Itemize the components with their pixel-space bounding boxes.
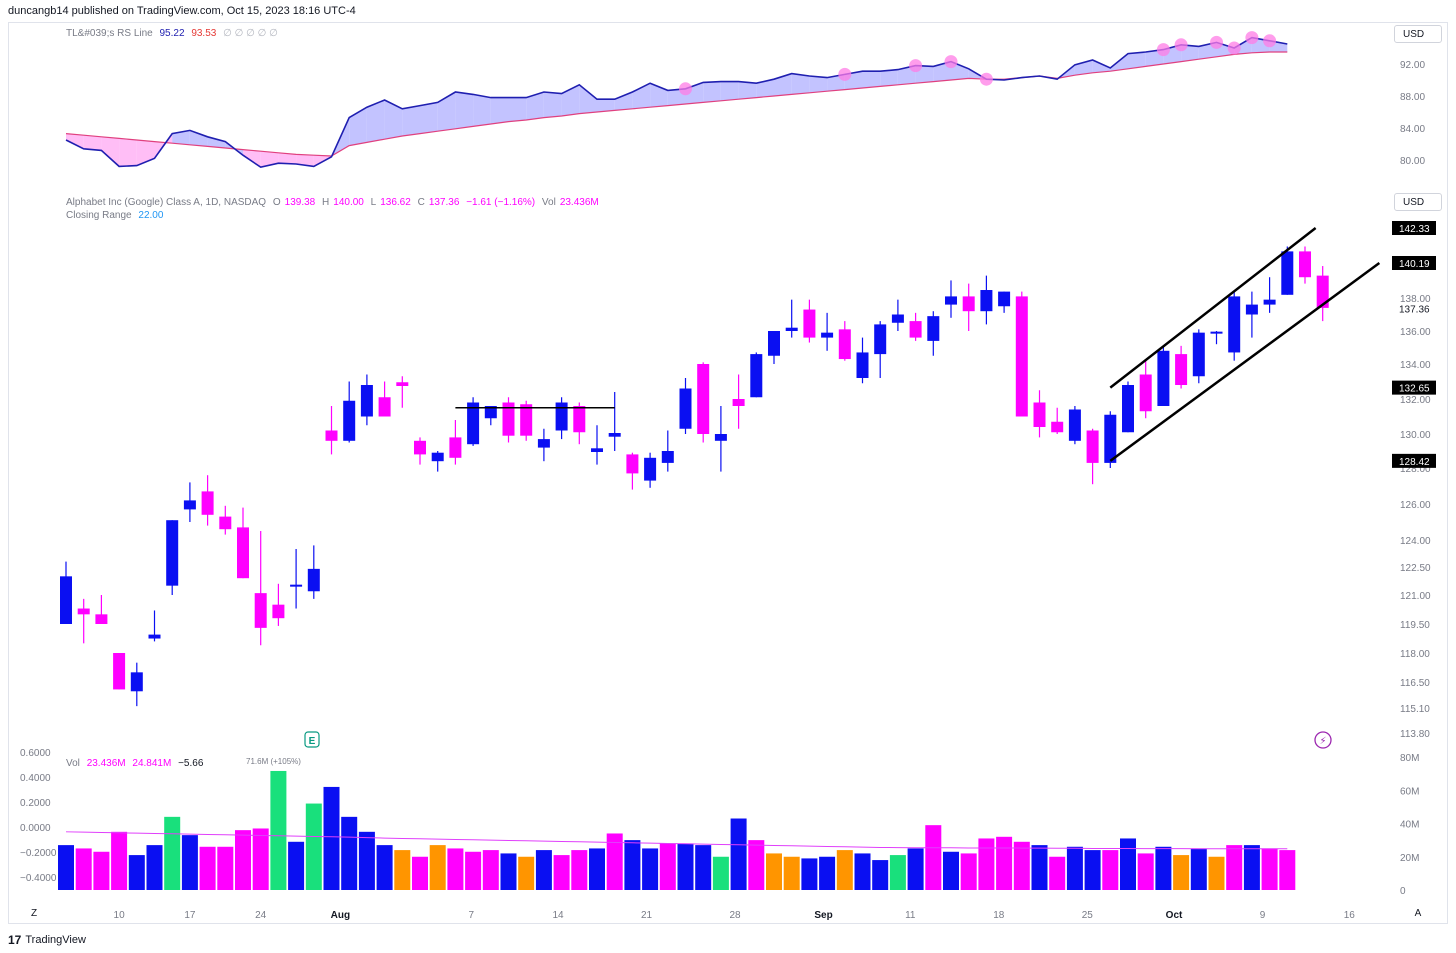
footer-brand: TradingView xyxy=(25,934,86,946)
chart-frame xyxy=(8,22,1448,924)
close-label: C xyxy=(417,197,425,208)
rs-legend: TL&#039;s RS Line 95.22 93.53 ∅ ∅ ∅ ∅ ∅ xyxy=(66,28,282,39)
vol-legend-value-1: 23.436M xyxy=(86,758,126,769)
open-label: O xyxy=(272,197,281,208)
volume-legend: Vol 23.436M 24.841M −5.66 xyxy=(66,758,207,769)
high-value: 140.00 xyxy=(333,197,364,208)
rs-legend-value-1: 95.22 xyxy=(159,28,185,39)
low-value: 136.62 xyxy=(380,197,411,208)
volume-spike-note: 71.6M (+105%) xyxy=(246,757,301,766)
publish-info: duncangb14 published on TradingView.com,… xyxy=(8,5,356,17)
rs-currency-button[interactable]: USD xyxy=(1394,25,1442,43)
vol-legend-value-3: −5.66 xyxy=(178,758,204,769)
vol-legend-value-2: 24.841M xyxy=(132,758,172,769)
zoom-corner-button[interactable]: Z xyxy=(30,908,38,919)
vol-label: Vol xyxy=(541,197,556,208)
change-value: −1.61 (−1.16%) xyxy=(466,197,536,208)
tradingview-logo-icon: 17 xyxy=(8,933,22,947)
closing-range-value: 22.00 xyxy=(138,210,164,221)
auto-scale-button[interactable]: A xyxy=(1414,908,1422,919)
price-legend-title: Alphabet Inc (Google) Class A, 1D, NASDA… xyxy=(66,197,267,208)
footer: 17 TradingView xyxy=(8,933,86,947)
rs-legend-name: TL&#039;s RS Line xyxy=(66,28,153,39)
rs-legend-value-2: 93.53 xyxy=(191,28,217,39)
price-legend: Alphabet Inc (Google) Class A, 1D, NASDA… xyxy=(66,197,603,208)
price-currency-button[interactable]: USD xyxy=(1394,193,1442,211)
rs-legend-extras: ∅ ∅ ∅ ∅ ∅ xyxy=(223,28,278,39)
vol-legend-label: Vol xyxy=(66,758,80,769)
close-value: 137.36 xyxy=(428,197,460,208)
closing-range-label: Closing Range xyxy=(66,210,132,221)
vol-value: 23.436M xyxy=(559,197,599,208)
open-value: 139.38 xyxy=(284,197,316,208)
closing-range-legend: Closing Range 22.00 xyxy=(66,210,167,221)
high-label: H xyxy=(322,197,330,208)
low-label: L xyxy=(370,197,377,208)
